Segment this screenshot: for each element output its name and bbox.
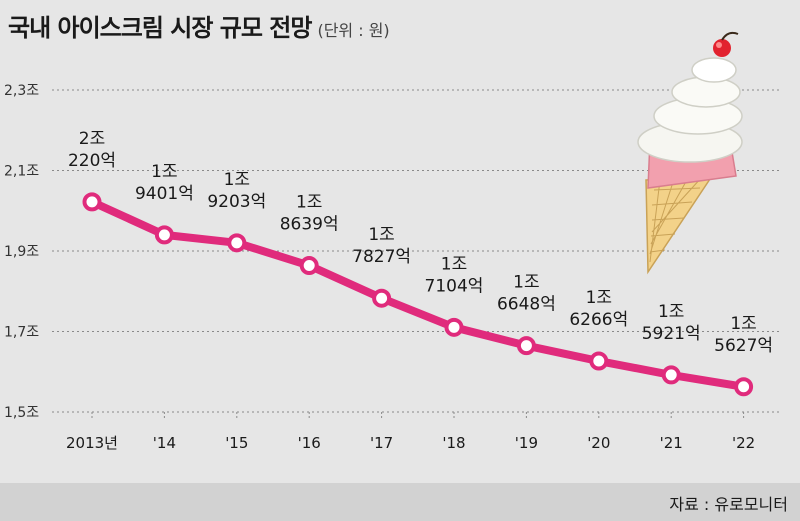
y-tick-label: 2,3조 xyxy=(4,83,39,99)
data-label-line: 9401억 xyxy=(135,184,194,204)
data-label-line: 6266억 xyxy=(569,310,628,330)
x-tick-label: 2013년 xyxy=(66,434,118,452)
x-tick-label: '16 xyxy=(298,434,321,452)
series-line xyxy=(88,197,748,391)
data-label-line: 1조 xyxy=(224,170,250,190)
data-label: 1조 9401억 xyxy=(135,162,194,204)
data-label-line: 1조 xyxy=(730,314,756,334)
data-label: 1조 5921억 xyxy=(642,302,701,344)
x-tick-label: '17 xyxy=(370,434,393,452)
y-tick-layer: 1,5조 1,7조 1,9조 2,1조 2,3조 xyxy=(4,83,39,421)
x-tick-label: '22 xyxy=(732,434,755,452)
data-label-line: 1조 xyxy=(441,254,467,274)
y-tick-label: 1,7조 xyxy=(4,325,39,341)
data-point xyxy=(661,365,681,385)
data-label-line: 1조 xyxy=(586,288,612,308)
data-point xyxy=(82,192,102,212)
unit-label: (단위 : 원) xyxy=(317,21,390,40)
data-label-line: 2조 xyxy=(79,129,105,149)
point-layer xyxy=(82,192,754,397)
title-block: 국내 아이스크림 시장 규모 전망 (단위 : 원) xyxy=(8,8,390,43)
data-label-line: 5921억 xyxy=(642,324,701,344)
source-note: 자료 : 유로모니터 xyxy=(669,495,788,514)
data-label: 1조 6266억 xyxy=(569,288,628,330)
data-label-line: 1조 xyxy=(368,225,394,245)
data-label-line: 9203억 xyxy=(207,192,266,212)
x-tick-label: '21 xyxy=(660,434,683,452)
x-tick-layer: 2013년 '14 '15 '16 '17 '18 '19 '20 '21 '22 xyxy=(66,434,755,452)
data-label-line: 220억 xyxy=(68,151,116,171)
x-tick-label: '20 xyxy=(587,434,610,452)
y-tick-label: 1,9조 xyxy=(4,244,39,260)
data-label-line: 1조 xyxy=(296,193,322,213)
data-point xyxy=(154,225,174,245)
data-label-line: 6648억 xyxy=(497,295,556,315)
chart-title: 국내 아이스크림 시장 규모 전망 xyxy=(8,14,312,42)
y-tick-label: 2,1조 xyxy=(4,164,39,180)
data-label: 1조 5627억 xyxy=(714,314,773,356)
data-label: 1조 8639억 xyxy=(280,193,339,235)
data-label-line: 7104억 xyxy=(425,276,484,296)
ice-cream-cone-illustration xyxy=(637,31,743,275)
data-point xyxy=(444,317,464,337)
data-label-line: 8639억 xyxy=(280,215,339,235)
x-tick-label: '14 xyxy=(153,434,176,452)
data-label: 1조 7827억 xyxy=(352,225,411,267)
data-point xyxy=(589,351,609,371)
y-tick-label: 1,5조 xyxy=(4,405,39,421)
x-tick-label: '18 xyxy=(442,434,465,452)
data-point xyxy=(372,288,392,308)
data-label-line: 1조 xyxy=(658,302,684,322)
data-label-line: 5627억 xyxy=(714,336,773,356)
data-point xyxy=(299,256,319,276)
data-label: 2조 220억 xyxy=(68,129,116,171)
x-tick-label: '15 xyxy=(225,434,248,452)
data-label: 1조 7104억 xyxy=(425,254,484,296)
x-tick-label: '19 xyxy=(515,434,538,452)
series-line-layer xyxy=(88,197,748,391)
data-point xyxy=(227,233,247,253)
data-point xyxy=(734,377,754,397)
data-label-line: 7827억 xyxy=(352,247,411,267)
footer-bar: 자료 : 유로모니터 xyxy=(0,483,800,521)
data-label-line: 1조 xyxy=(513,273,539,293)
data-label: 1조 6648억 xyxy=(497,273,556,315)
data-label-line: 1조 xyxy=(151,162,177,182)
data-label: 1조 9203억 xyxy=(207,170,266,212)
data-point xyxy=(516,336,536,356)
